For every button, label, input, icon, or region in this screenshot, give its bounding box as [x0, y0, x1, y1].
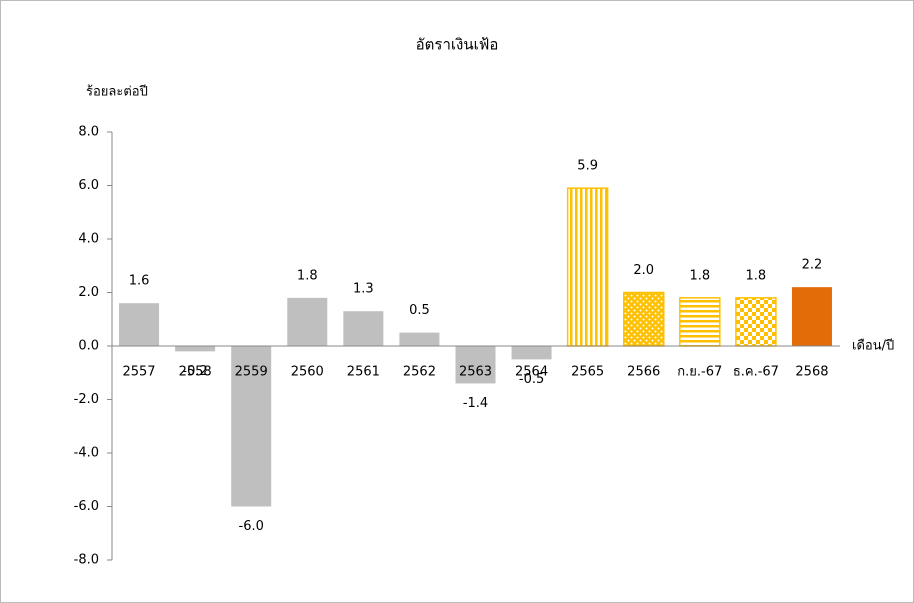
data-label: 0.5 [409, 303, 430, 318]
x-tick-label: 2563 [459, 365, 492, 380]
x-tick-label: 2557 [122, 365, 155, 380]
bar [119, 303, 160, 346]
x-tick-label: 2559 [235, 365, 268, 380]
y-tick-label: 8.0 [78, 125, 99, 140]
chart-title: อัตราเงินเฟ้อ [416, 36, 499, 54]
data-label: 1.8 [689, 268, 710, 283]
x-tick-label: ธ.ค.-67 [733, 365, 779, 380]
data-label: 1.6 [129, 274, 150, 289]
bar [566, 187, 609, 347]
data-label: 2.0 [633, 263, 654, 278]
y-tick-label: 6.0 [78, 178, 99, 193]
data-label: -1.4 [463, 396, 488, 411]
bar [399, 332, 440, 346]
x-tick-label: 2564 [515, 365, 548, 380]
data-label: 1.8 [297, 268, 318, 283]
data-label: -6.0 [239, 519, 264, 534]
data-label: 2.2 [802, 258, 823, 273]
x-tick-label: 2562 [403, 365, 436, 380]
x-tick-label: ก.ย.-67 [677, 365, 722, 380]
data-label: 1.8 [746, 268, 767, 283]
bar [679, 297, 721, 347]
bar [343, 311, 384, 346]
x-tick-label: 2568 [795, 365, 828, 380]
x-tick-label: 2566 [627, 365, 660, 380]
bar [791, 287, 832, 346]
x-axis-title: เดือน/ปี [852, 338, 894, 354]
data-label: 5.9 [577, 159, 598, 174]
y-tick-label: 4.0 [78, 232, 99, 247]
data-label: 1.3 [353, 282, 374, 297]
data-label: -0.5 [519, 372, 544, 387]
x-tick-label: 2558 [179, 365, 212, 380]
bar [231, 346, 272, 507]
bar [455, 346, 496, 384]
bar [287, 297, 328, 346]
x-tick-label: 2561 [347, 365, 380, 380]
y-tick-label: -2.0 [74, 392, 99, 407]
bar [735, 297, 777, 347]
x-tick-label: 2560 [291, 365, 324, 380]
y-tick-label: -4.0 [74, 446, 99, 461]
bar [622, 291, 665, 347]
y-axis-title: ร้อยละต่อปี [86, 84, 148, 100]
x-tick-label: 2565 [571, 365, 604, 380]
bar [175, 346, 216, 352]
y-tick-label: 0.0 [78, 339, 99, 354]
y-tick-label: -8.0 [74, 553, 99, 568]
y-tick-label: -6.0 [74, 499, 99, 514]
data-label: -0.2 [182, 364, 207, 379]
bar [511, 346, 552, 360]
y-tick-label: 2.0 [78, 285, 99, 300]
